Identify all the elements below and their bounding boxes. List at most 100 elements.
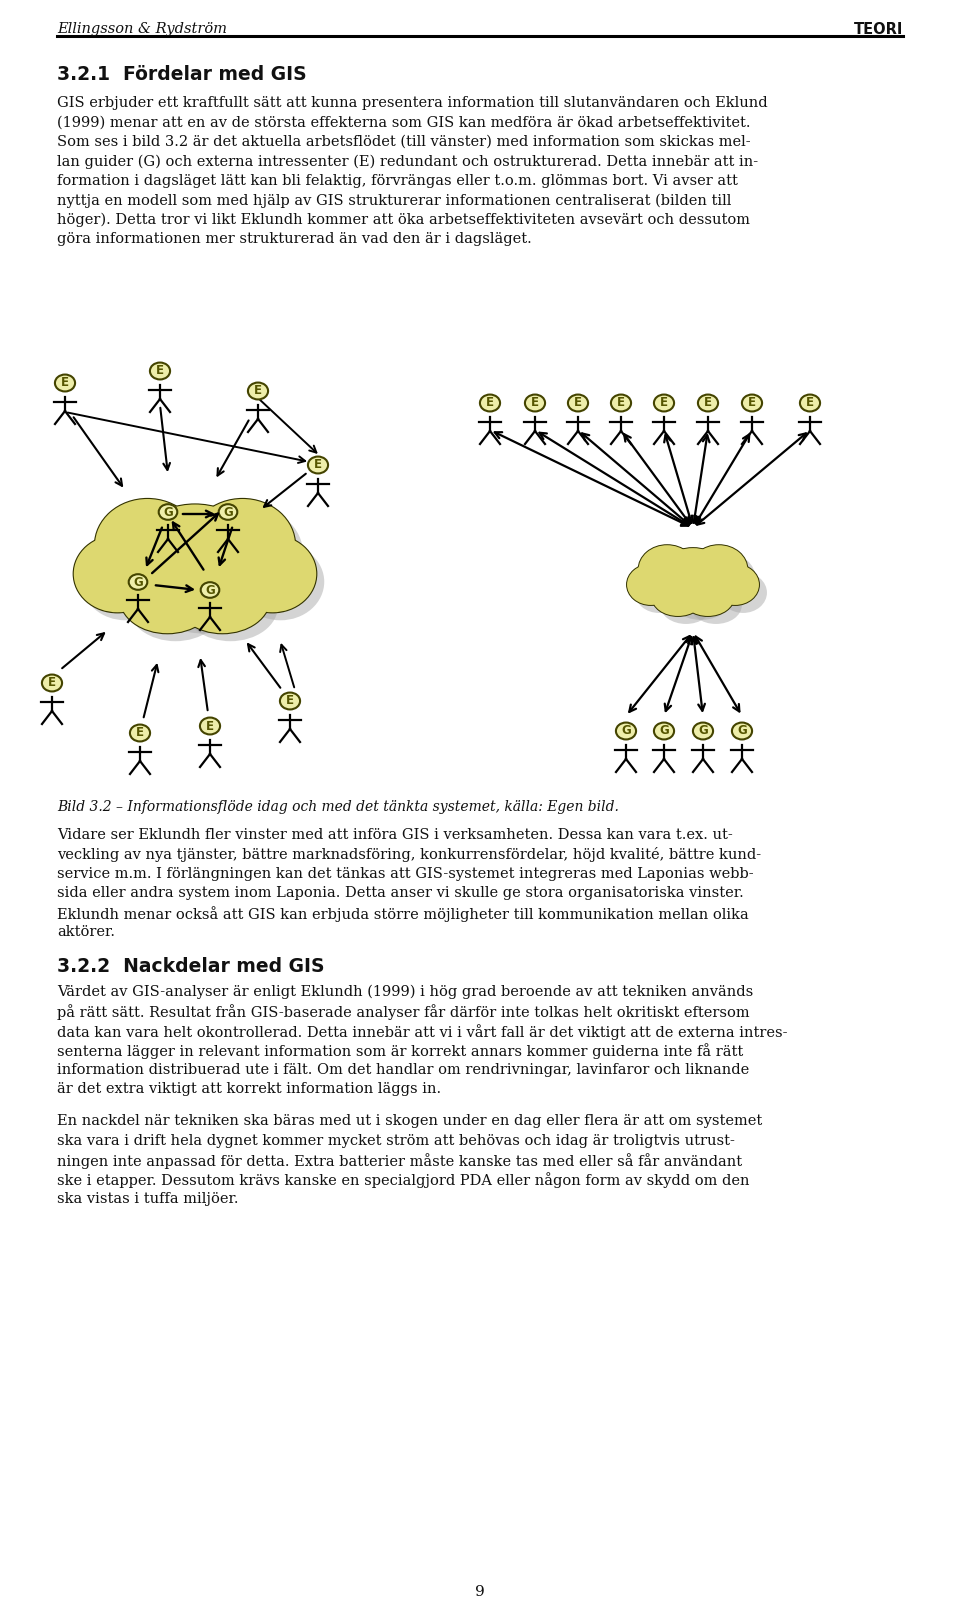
Text: Som ses i bild 3.2 är det aktuella arbetsflödet (till vänster) med information s: Som ses i bild 3.2 är det aktuella arbet… <box>57 135 751 148</box>
Ellipse shape <box>128 571 223 642</box>
Text: ska vistas i tuffa miljöer.: ska vistas i tuffa miljöer. <box>57 1191 238 1206</box>
Text: sida eller andra system inom Laponia. Detta anser vi skulle ge stora organisator: sida eller andra system inom Laponia. De… <box>57 887 744 901</box>
Text: på rätt sätt. Resultat från GIS-baserade analyser får därför inte tolkas helt ok: på rätt sätt. Resultat från GIS-baserade… <box>57 1004 750 1020</box>
Text: 3.2.1  Fördelar med GIS: 3.2.1 Fördelar med GIS <box>57 64 306 84</box>
Ellipse shape <box>652 579 704 616</box>
Ellipse shape <box>201 582 219 598</box>
Ellipse shape <box>663 556 738 621</box>
Text: E: E <box>574 397 582 409</box>
Text: GIS erbjuder ett kraftfullt sätt att kunna presentera information till slutanvän: GIS erbjuder ett kraftfullt sätt att kun… <box>57 97 768 110</box>
Text: senterna lägger in relevant information som är korrekt annars kommer guiderna in: senterna lägger in relevant information … <box>57 1043 743 1059</box>
Ellipse shape <box>174 561 271 634</box>
Ellipse shape <box>248 382 268 400</box>
Ellipse shape <box>150 363 170 379</box>
Ellipse shape <box>94 498 202 593</box>
Ellipse shape <box>228 534 318 614</box>
Ellipse shape <box>308 456 328 474</box>
Ellipse shape <box>130 724 150 742</box>
Text: G: G <box>660 724 669 738</box>
Text: E: E <box>254 385 262 398</box>
Ellipse shape <box>683 579 733 616</box>
Ellipse shape <box>690 545 748 593</box>
Ellipse shape <box>219 505 237 519</box>
Ellipse shape <box>660 587 712 624</box>
Ellipse shape <box>95 500 200 592</box>
Ellipse shape <box>525 395 545 411</box>
Ellipse shape <box>637 545 697 595</box>
Text: Vidare ser Eklundh fler vinster med att införa GIS i verksamheten. Dessa kan var: Vidare ser Eklundh fler vinster med att … <box>57 829 732 841</box>
Text: E: E <box>314 458 322 471</box>
Ellipse shape <box>127 505 264 625</box>
Ellipse shape <box>698 395 718 411</box>
Ellipse shape <box>711 564 759 604</box>
Ellipse shape <box>237 543 324 621</box>
Text: service m.m. I förlängningen kan det tänkas att GIS-systemet integreras med Lapo: service m.m. I förlängningen kan det tän… <box>57 867 754 882</box>
Ellipse shape <box>280 693 300 709</box>
Ellipse shape <box>158 505 178 519</box>
Text: E: E <box>136 727 144 740</box>
Text: E: E <box>704 397 712 409</box>
Text: 3.2.2  Nackdelar med GIS: 3.2.2 Nackdelar med GIS <box>57 958 324 975</box>
Ellipse shape <box>82 543 169 621</box>
Ellipse shape <box>119 561 216 634</box>
Text: E: E <box>660 397 668 409</box>
Ellipse shape <box>638 545 696 593</box>
Text: 9: 9 <box>475 1585 485 1599</box>
Text: E: E <box>617 397 625 409</box>
Ellipse shape <box>698 553 756 601</box>
Ellipse shape <box>636 572 683 613</box>
Text: formation i dagsläget lätt kan bli felaktig, förvrängas eller t.o.m. glömmas bor: formation i dagsläget lätt kan bli felak… <box>57 174 738 189</box>
Ellipse shape <box>134 513 272 634</box>
Ellipse shape <box>183 571 278 642</box>
Text: veckling av nya tjänster, bättre marknadsföring, konkurrensfördelar, höjd kvalit: veckling av nya tjänster, bättre marknad… <box>57 848 761 862</box>
Text: Ellingsson & Rydström: Ellingsson & Rydström <box>57 23 227 35</box>
Ellipse shape <box>732 722 752 740</box>
Text: G: G <box>205 584 215 596</box>
Ellipse shape <box>710 563 760 606</box>
Text: E: E <box>286 695 294 708</box>
Text: G: G <box>737 724 747 738</box>
Ellipse shape <box>611 395 631 411</box>
Ellipse shape <box>682 577 734 617</box>
Text: E: E <box>206 719 214 732</box>
Ellipse shape <box>647 553 704 601</box>
Text: G: G <box>133 575 143 588</box>
Ellipse shape <box>693 722 713 740</box>
Text: ningen inte anpassad för detta. Extra batterier måste kanske tas med eller så få: ningen inte anpassad för detta. Extra ba… <box>57 1153 742 1169</box>
Ellipse shape <box>125 503 265 627</box>
Ellipse shape <box>129 574 147 590</box>
Text: aktörer.: aktörer. <box>57 925 115 940</box>
Text: ske i etapper. Dessutom krävs kanske en specialgjord PDA eller någon form av sky: ske i etapper. Dessutom krävs kanske en … <box>57 1172 750 1188</box>
Ellipse shape <box>55 374 75 392</box>
Text: E: E <box>48 677 56 690</box>
Text: En nackdel när tekniken ska bäras med ut i skogen under en dag eller flera är at: En nackdel när tekniken ska bäras med ut… <box>57 1114 762 1128</box>
Ellipse shape <box>656 548 731 613</box>
Ellipse shape <box>655 546 732 613</box>
Ellipse shape <box>654 395 674 411</box>
Text: G: G <box>621 724 631 738</box>
Text: G: G <box>223 506 233 519</box>
Text: E: E <box>531 397 539 409</box>
Text: lan guider (G) och externa intressenter (E) redundant och ostrukturerad. Detta i: lan guider (G) och externa intressenter … <box>57 155 758 169</box>
Ellipse shape <box>800 395 820 411</box>
Text: göra informationen mer strukturerad än vad den är i dagsläget.: göra informationen mer strukturerad än v… <box>57 232 532 247</box>
Ellipse shape <box>73 534 162 614</box>
Text: E: E <box>61 377 69 390</box>
Text: TEORI: TEORI <box>853 23 903 37</box>
Text: (1999) menar att en av de största effekterna som GIS kan medföra är ökad arbetse: (1999) menar att en av de största effekt… <box>57 116 751 129</box>
Text: E: E <box>486 397 494 409</box>
Ellipse shape <box>189 498 296 593</box>
Ellipse shape <box>616 722 636 740</box>
Text: nyttja en modell som med hjälp av GIS strukturerar informationen centraliserat (: nyttja en modell som med hjälp av GIS st… <box>57 193 732 208</box>
Text: information distribuerad ute i fält. Om det handlar om rendrivningar, lavinfaror: information distribuerad ute i fält. Om … <box>57 1062 749 1077</box>
Ellipse shape <box>719 572 767 613</box>
Text: ska vara i drift hela dygnet kommer mycket ström att behövas och idag är troligt: ska vara i drift hela dygnet kommer myck… <box>57 1133 734 1148</box>
Ellipse shape <box>627 564 675 604</box>
Ellipse shape <box>175 563 270 634</box>
Ellipse shape <box>228 535 316 613</box>
Ellipse shape <box>120 563 215 634</box>
Text: höger). Detta tror vi likt Eklundh kommer att öka arbetseffektiviteten avsevärt : höger). Detta tror vi likt Eklundh komme… <box>57 213 750 227</box>
Ellipse shape <box>690 587 742 624</box>
Text: är det extra viktigt att korrekt information läggs in.: är det extra viktigt att korrekt informa… <box>57 1083 442 1096</box>
Ellipse shape <box>200 717 220 735</box>
